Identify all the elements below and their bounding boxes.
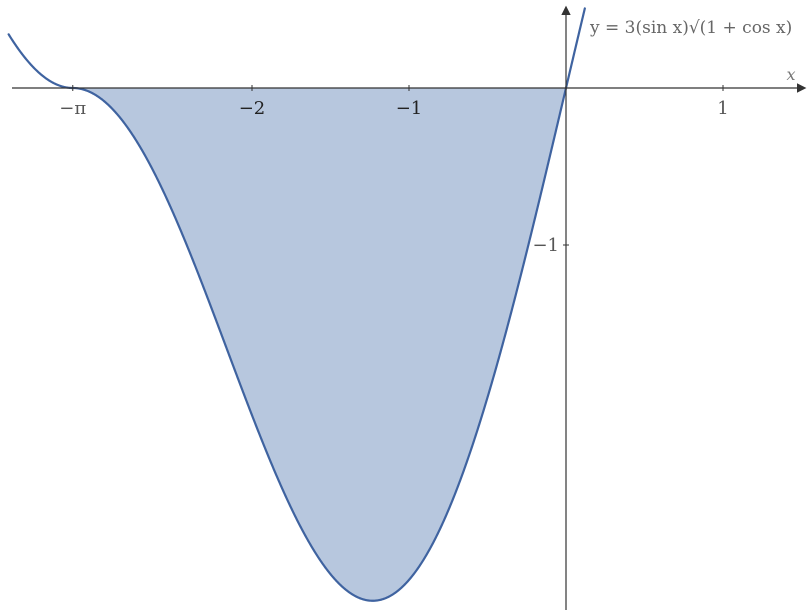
x-axis-label: x [786,65,795,84]
x-tick-label: 1 [717,98,728,119]
shaded-area-layer [72,88,566,601]
function-curve [7,7,586,602]
x-tick-label: −π [59,98,86,119]
curve-layer [7,7,586,602]
y-tick-label: −1 [532,235,559,256]
labels-layer: −π −2 −1 1 −1 x y = 3(sin x)√(1 + cos x) [59,18,795,256]
function-label: y = 3(sin x)√(1 + cos x) [589,18,792,38]
x-tick-label: −2 [239,98,266,119]
x-tick-label: −1 [396,98,423,119]
shaded-area [72,88,566,601]
axes-layer [12,5,807,610]
ticks-layer [72,85,724,246]
